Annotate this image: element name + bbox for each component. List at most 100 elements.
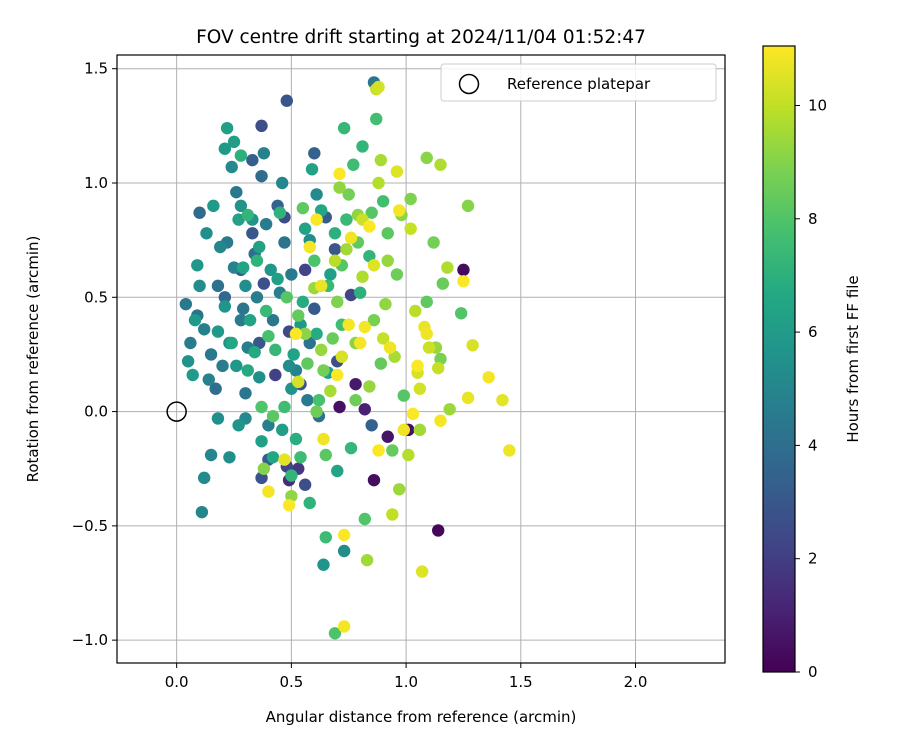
data-point	[420, 327, 433, 341]
data-point	[381, 430, 394, 443]
data-point	[381, 227, 394, 240]
data-point	[269, 368, 282, 382]
data-point	[225, 336, 238, 350]
data-point	[482, 371, 495, 384]
data-point	[406, 407, 420, 421]
data-point	[273, 206, 287, 219]
data-point	[234, 199, 248, 213]
data-point	[230, 359, 243, 373]
data-point	[422, 341, 436, 354]
data-point	[370, 112, 383, 126]
data-point	[367, 473, 381, 487]
data-point	[227, 261, 241, 274]
data-point	[331, 464, 344, 478]
data-point	[376, 332, 390, 345]
y-axis-label: Rotation from reference (arcmin)	[24, 236, 42, 483]
data-point	[314, 343, 328, 357]
data-point	[275, 176, 289, 190]
data-point	[354, 336, 367, 350]
data-point	[331, 368, 344, 382]
data-point	[179, 297, 193, 311]
data-point	[404, 222, 417, 235]
y-tick-label: 0.0	[84, 403, 108, 421]
data-point	[310, 213, 323, 226]
data-point	[374, 153, 388, 167]
data-point	[356, 140, 369, 153]
data-point	[248, 345, 261, 359]
data-point	[230, 185, 243, 199]
data-point	[344, 231, 358, 245]
data-point	[262, 419, 275, 432]
data-point	[461, 199, 475, 213]
data-point	[305, 163, 319, 176]
data-point	[218, 291, 232, 304]
data-point	[390, 165, 404, 178]
data-point	[317, 558, 330, 571]
data-point	[340, 243, 353, 256]
data-point	[193, 206, 206, 219]
data-point	[243, 313, 257, 327]
data-point	[308, 254, 321, 267]
data-point	[349, 377, 362, 391]
reference-point	[166, 401, 187, 422]
data-point	[372, 444, 385, 457]
data-point	[324, 384, 337, 398]
data-point	[314, 204, 328, 217]
data-point	[372, 176, 385, 190]
data-point	[296, 295, 310, 309]
colorbar-label: Hours from first FF file	[844, 275, 862, 442]
data-point	[363, 249, 376, 263]
data-point	[326, 332, 339, 345]
data-point	[197, 471, 211, 485]
data-point	[271, 272, 284, 286]
data-point	[308, 302, 321, 315]
data-point	[360, 553, 374, 567]
data-point	[301, 357, 314, 370]
data-point	[264, 263, 277, 277]
data-point	[335, 350, 349, 363]
colorbar-tick-label: 2	[808, 550, 818, 568]
legend-box	[440, 63, 717, 102]
data-point	[383, 341, 397, 354]
data-point	[239, 387, 252, 400]
data-point	[303, 496, 316, 510]
data-point	[432, 524, 445, 537]
data-point	[257, 147, 271, 160]
data-point	[358, 512, 371, 526]
data-point	[356, 270, 369, 283]
data-point	[197, 323, 211, 336]
data-point	[218, 142, 232, 155]
x-tick-label: 0.5	[279, 673, 303, 691]
chart-title: FOV centre drift starting at 2024/11/04 …	[196, 27, 646, 48]
data-point	[195, 505, 209, 519]
data-point	[211, 412, 225, 425]
data-point	[432, 361, 445, 375]
data-point	[310, 188, 323, 201]
data-point	[298, 222, 312, 235]
data-point	[466, 339, 479, 352]
x-axis-ticks: 0.0 0.5 1.0 1.5 2.0	[165, 663, 647, 691]
grid-lines	[117, 55, 725, 663]
data-point	[461, 391, 475, 405]
data-point	[358, 403, 371, 416]
data-point	[420, 151, 433, 165]
data-point	[328, 627, 342, 640]
data-point	[241, 364, 254, 377]
data-point	[386, 444, 399, 457]
data-point	[241, 208, 254, 222]
data-point	[367, 259, 381, 272]
data-point	[275, 423, 289, 437]
data-point	[255, 119, 268, 133]
data-point	[298, 327, 312, 341]
data-point	[266, 409, 280, 423]
y-tick-label: 0.5	[84, 288, 108, 306]
data-point	[402, 448, 415, 462]
data-point	[342, 318, 355, 331]
data-point	[218, 300, 232, 313]
data-point	[239, 279, 252, 293]
data-point	[298, 263, 312, 277]
data-point	[496, 393, 509, 407]
data-point	[285, 268, 298, 281]
data-point	[220, 121, 234, 135]
